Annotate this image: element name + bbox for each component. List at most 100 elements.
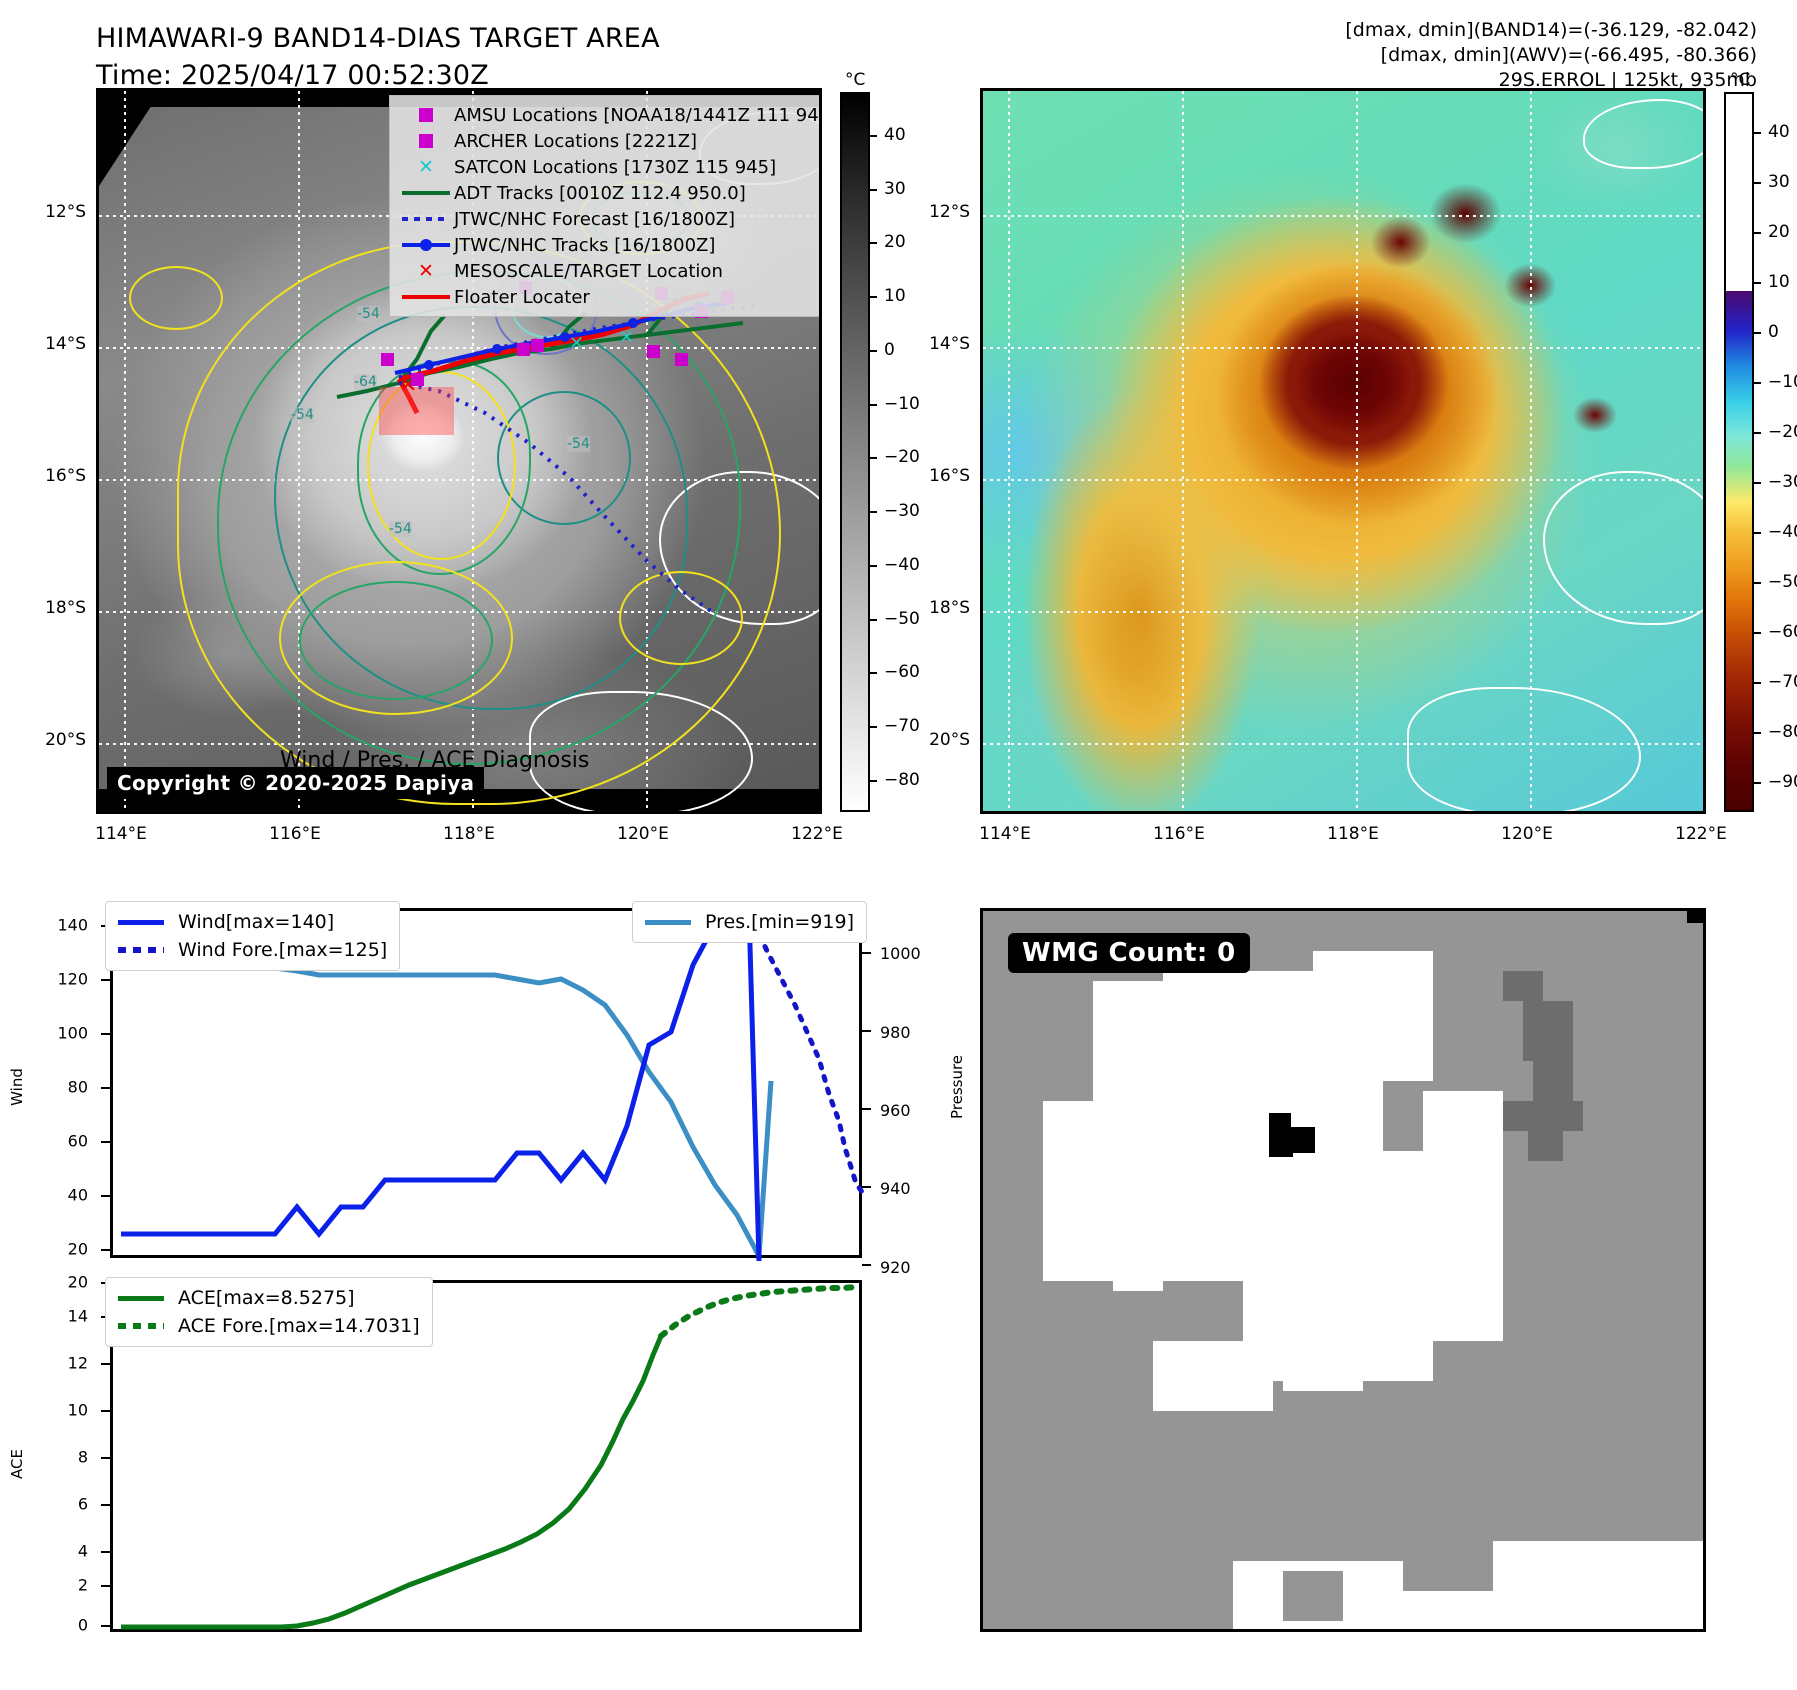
meta-storm: 29S.ERROL | 125kt, 935mb <box>1498 69 1757 91</box>
awv-colorbar-tickmark <box>1754 482 1761 484</box>
solid-line-icon <box>645 919 705 925</box>
awv-colorbar-tickmark <box>1754 532 1761 534</box>
ir-colorbar-tickmark <box>870 134 877 137</box>
amsu-location-marker <box>531 339 544 352</box>
legend-item-wind: Wind[max=140] <box>118 908 387 936</box>
ir-colorbar-ticklabel: 30 <box>884 178 906 199</box>
x-icon: ✕ <box>418 155 434 178</box>
charts-title: Wind / Pres. / ACE Diagnosis <box>280 748 590 773</box>
wmg-panel[interactable]: WMG Count: 0 <box>980 908 1706 1632</box>
wind-ytick: 140 <box>57 915 88 935</box>
legend-item-satcon: ✕ SATCON Locations [1730Z 115 945] <box>398 154 819 180</box>
awv-colorbar-ticklabel: −80 <box>1768 722 1797 742</box>
awv-colorbar-ticklabel: −20 <box>1768 422 1797 442</box>
line-icon <box>398 295 454 299</box>
awv-colorbar-tickmark <box>1754 332 1761 334</box>
colorbar-unit-ir: °C <box>845 70 866 90</box>
gridline-lon <box>1008 91 1010 811</box>
ir-colorbar-tickmark <box>870 726 877 729</box>
square-icon <box>398 134 454 148</box>
x-icon: ✕ <box>418 259 434 282</box>
awv-colorbar <box>1724 92 1754 812</box>
ir-colorbar-tickmark <box>870 779 877 782</box>
meta-awv: [dmax, dmin](AWV)=(-66.495, -80.366) <box>1380 44 1757 66</box>
gridline-lon <box>1356 91 1358 811</box>
copyright-badge: Copyright © 2020-2025 Dapiya <box>107 767 485 799</box>
ir-colorbar-tickmark <box>870 511 877 514</box>
wmg-count-badge: WMG Count: 0 <box>1008 933 1250 973</box>
axis-tick <box>101 1141 110 1143</box>
gridline-lon <box>1704 91 1706 811</box>
awv-colorbar-ticklabel: 0 <box>1768 322 1779 342</box>
contour-label: -54 <box>291 407 314 423</box>
awv-colorbar-ticklabel: 30 <box>1768 172 1790 192</box>
ace-chart[interactable]: ACE[max=8.5275] ACE Fore.[max=14.7031] <box>105 1277 862 1632</box>
target-area-box <box>379 387 454 435</box>
metadata-block: [dmax, dmin](BAND14)=(-36.129, -82.042) … <box>1345 18 1757 93</box>
archer-location-marker <box>675 353 688 366</box>
legend-item-amsu: AMSU Locations [NOAA18/1441Z 111 949] <box>398 102 819 128</box>
wind-axis-label: Wind <box>7 1068 26 1106</box>
wmg-clear-region <box>1313 951 1433 1081</box>
legend-label: Wind[max=140] <box>178 911 335 933</box>
gridline-lon <box>1530 91 1532 811</box>
axis-tick <box>862 1030 871 1032</box>
wmg-core-cell <box>1269 1133 1293 1157</box>
ir-colorbar-tickmark <box>870 457 877 460</box>
ir-colorbar-ticklabel: −80 <box>884 769 920 790</box>
awv-colorbar-tickmark <box>1754 182 1761 184</box>
ir-colorbar-tickmark <box>870 349 877 352</box>
lon-tick: 116°E <box>269 824 321 844</box>
ace-ytick: 2 <box>77 1575 88 1595</box>
ace-legend: ACE[max=8.5275] ACE Fore.[max=14.7031] <box>105 1277 433 1347</box>
awv-colorbar-tickmark <box>1754 132 1761 134</box>
gridline-lat <box>983 215 1703 217</box>
awv-colorbar-tickmark <box>1754 382 1761 384</box>
legend-item-jtwc-forecast: JTWC/NHC Forecast [16/1800Z] <box>398 206 819 232</box>
ir-map-panel[interactable]: -54 -64 -54 -54 -54 ✕ ✕ ✕ AMSU Loc <box>96 88 822 814</box>
gridline-lat <box>983 611 1703 613</box>
amsu-location-marker <box>381 353 394 366</box>
ir-colorbar-ticklabel: −30 <box>884 501 920 522</box>
pressure-axis-label: Pressure <box>948 1054 967 1120</box>
awv-map-panel[interactable] <box>980 88 1706 814</box>
gridline-lon <box>820 91 822 811</box>
wmg-clear-region <box>1153 1341 1273 1411</box>
gridline-lon <box>1182 91 1184 811</box>
wind-legend: Wind[max=140] Wind Fore.[max=125] <box>105 901 401 971</box>
ace-ytick: 6 <box>77 1494 88 1514</box>
wind-pressure-chart[interactable]: Wind[max=140] Wind Fore.[max=125] Pres.[… <box>105 901 867 1261</box>
awv-satellite-image <box>983 91 1703 811</box>
ace-axis-label: ACE <box>7 1449 26 1479</box>
legend-item-floater-locater: Floater Locater <box>398 284 819 310</box>
awv-colorbar-tickmark <box>1754 782 1761 784</box>
ir-colorbar-ticklabel: −10 <box>884 393 920 414</box>
wind-ytick: 40 <box>67 1185 88 1205</box>
lat-tick: 14°S <box>45 334 86 354</box>
gridline-lon <box>124 91 126 811</box>
gridline-lat <box>983 347 1703 349</box>
dotted-line-icon <box>118 1323 178 1329</box>
awv-colorbar-tickmark <box>1754 432 1761 434</box>
ir-colorbar-ticklabel: 40 <box>884 124 906 145</box>
lon-tick: 118°E <box>1327 824 1379 844</box>
amsu-location-marker <box>411 373 424 386</box>
wmg-clear-region <box>1243 1211 1433 1381</box>
wmg-region <box>1283 1571 1343 1621</box>
map-legend: AMSU Locations [NOAA18/1441Z 111 949] AR… <box>389 95 819 317</box>
wmg-dense-region <box>1523 1001 1573 1061</box>
colorbar-unit-awv: °C <box>1730 70 1751 90</box>
wind-ytick: 80 <box>67 1077 88 1097</box>
lat-tick: 14°S <box>929 334 970 354</box>
legend-item-ace: ACE[max=8.5275] <box>118 1284 420 1312</box>
awv-colorbar-tickmark <box>1754 632 1761 634</box>
legend-item-wind-forecast: Wind Fore.[max=125] <box>118 936 387 964</box>
lat-tick: 18°S <box>45 598 86 618</box>
ace-ytick: 0 <box>77 1615 88 1635</box>
pressure-series <box>120 922 774 1261</box>
legend-label: JTWC/NHC Tracks [16/1800Z] <box>454 234 716 256</box>
lat-tick: 12°S <box>929 202 970 222</box>
ace-ytick: 4 <box>77 1541 88 1561</box>
awv-colorbar-ticklabel: −90 <box>1768 772 1797 792</box>
axis-tick <box>101 1585 110 1587</box>
